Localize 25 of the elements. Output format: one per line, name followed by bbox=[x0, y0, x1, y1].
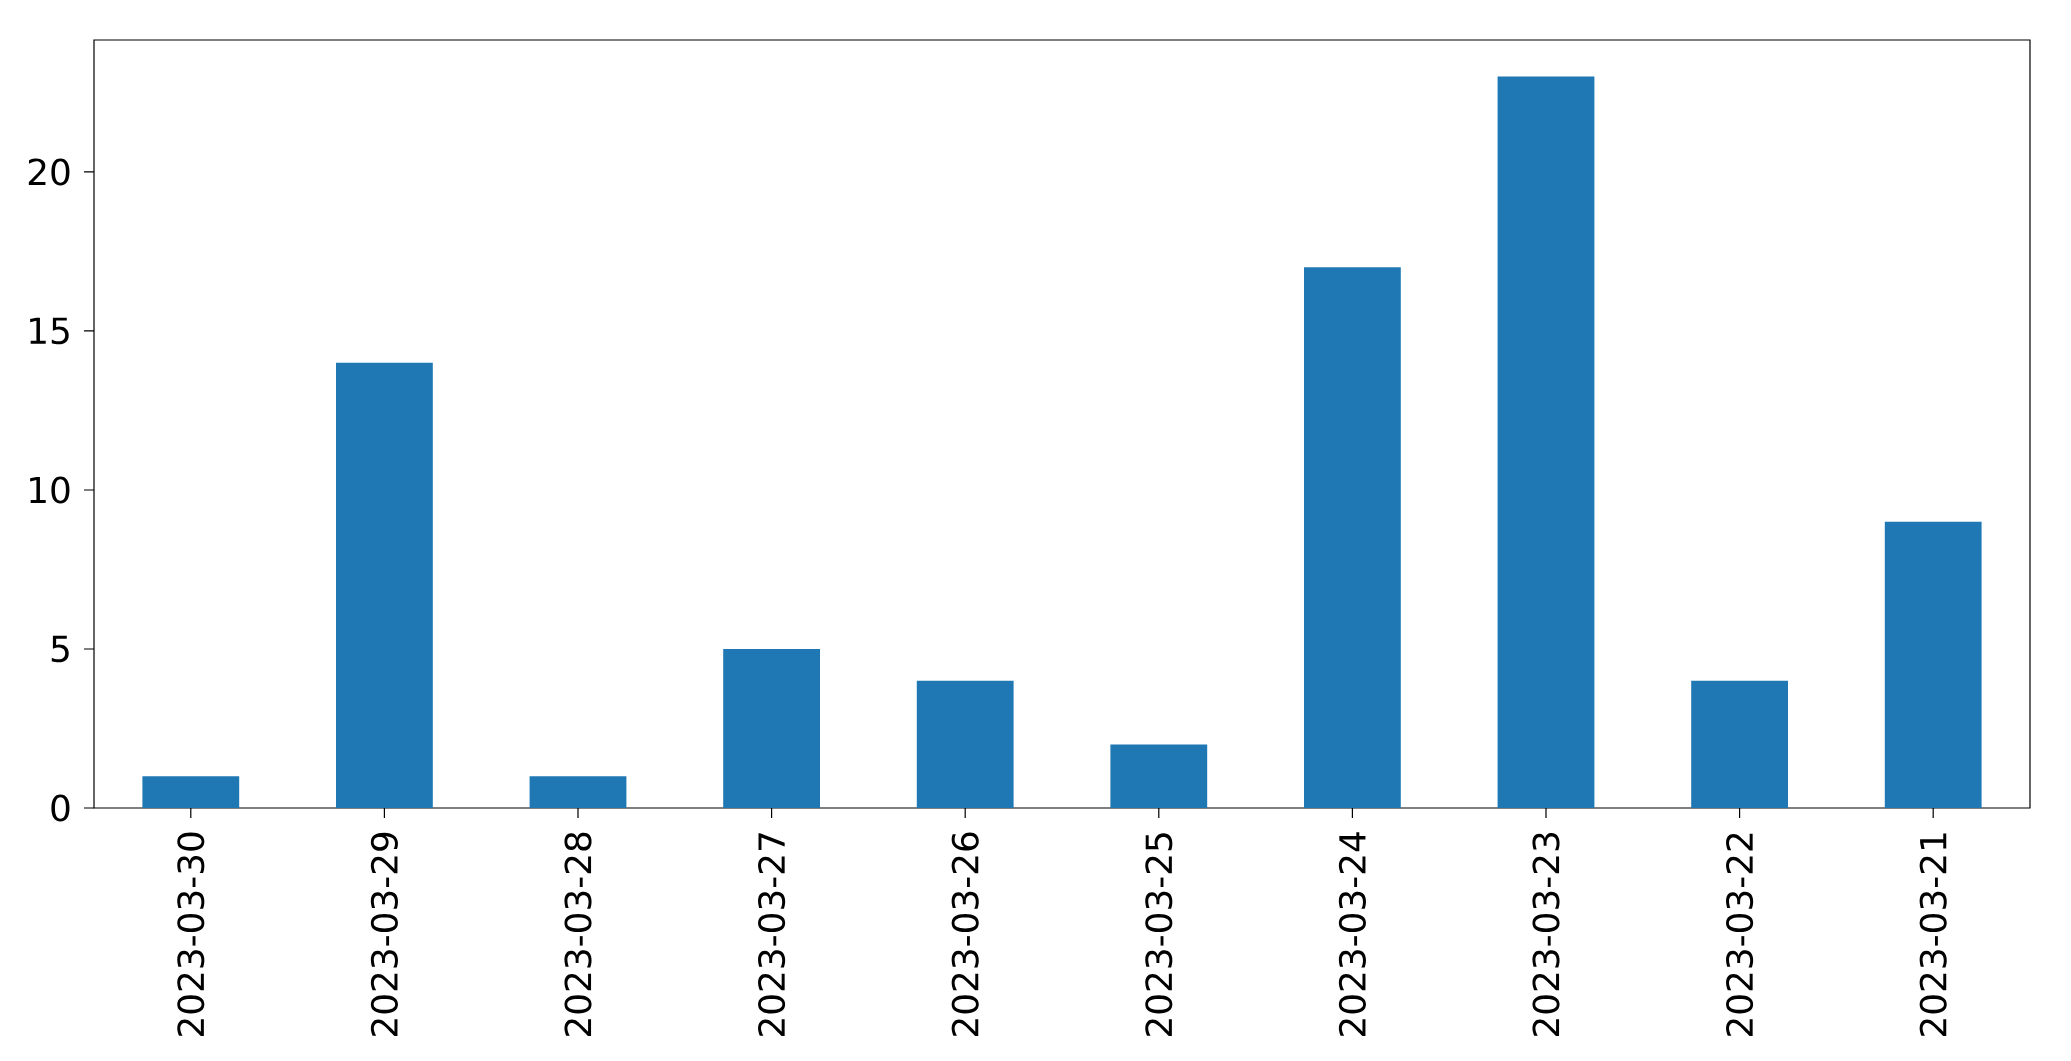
bar bbox=[916, 680, 1014, 808]
y-tick-label: 5 bbox=[51, 635, 69, 663]
bar bbox=[529, 776, 627, 808]
bar bbox=[1884, 521, 1982, 808]
x-tick-label: 2023-03-26 bbox=[951, 832, 979, 1036]
x-tick-label: 2023-03-21 bbox=[1919, 833, 1947, 1036]
bar bbox=[1497, 76, 1595, 808]
x-tick-label: 2023-03-27 bbox=[758, 833, 786, 1036]
x-tick-label: 2023-03-25 bbox=[1145, 833, 1173, 1036]
bar bbox=[1691, 680, 1788, 808]
bar bbox=[142, 776, 240, 808]
x-tick-label: 2023-03-30 bbox=[177, 832, 205, 1036]
y-tick-label: 0 bbox=[51, 794, 70, 822]
x-tick-label: 2023-03-24 bbox=[1338, 832, 1366, 1036]
x-tick-label: 2023-03-22 bbox=[1726, 833, 1754, 1036]
y-tick-label: 20 bbox=[28, 158, 70, 186]
bar bbox=[336, 362, 433, 808]
x-tick-label: 2023-03-23 bbox=[1532, 833, 1560, 1036]
x-tick-label: 2023-03-28 bbox=[564, 832, 592, 1036]
x-tick-label: 2023-03-29 bbox=[370, 832, 398, 1036]
bar bbox=[1110, 744, 1208, 808]
bar bbox=[1304, 267, 1401, 808]
y-tick-label: 15 bbox=[30, 317, 69, 345]
bar bbox=[723, 648, 820, 808]
y-tick-label: 10 bbox=[30, 476, 70, 504]
